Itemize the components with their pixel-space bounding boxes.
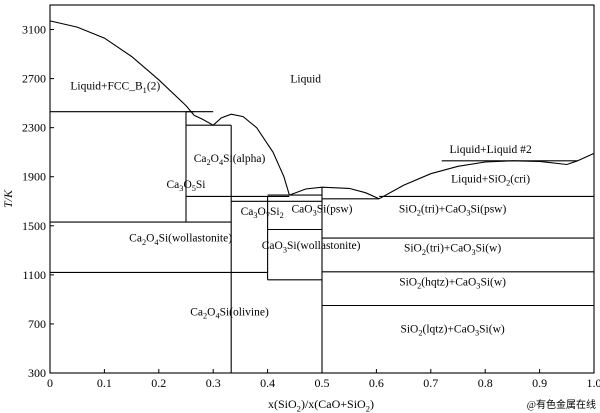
region-label-12: SiO2(tri)+CaO3Si(w) — [404, 243, 501, 257]
region-label-1: Liquid — [290, 73, 321, 85]
boundary-liquidus-silica-end — [577, 152, 595, 162]
boundary-liquidus-silica — [378, 160, 578, 200]
boundary-liquidus-cs — [289, 186, 380, 200]
y-tick-label: 1900 — [22, 170, 46, 184]
y-tick-label: 2700 — [22, 72, 46, 86]
x-tick-label: 0.8 — [478, 376, 493, 390]
region-label-3: Ca3O5Si — [167, 179, 206, 193]
region-label-13: SiO2(hqtz)+CaO3Si(w) — [399, 276, 506, 290]
y-tick-label: 300 — [28, 366, 46, 380]
boundary-liquidus-cao — [49, 20, 195, 116]
region-label-5: Ca3O7Si2 — [241, 206, 284, 220]
y-tick-label: 700 — [28, 317, 46, 331]
region-label-11: SiO2(tri)+CaO3Si(psw) — [399, 203, 507, 217]
x-tick-label: 0 — [47, 376, 53, 390]
y-tick-label: 3100 — [22, 23, 46, 37]
y-tick-label: 1500 — [22, 219, 46, 233]
x-tick-label: 0.2 — [151, 376, 166, 390]
region-labels: Liquid+FCC_B1(2) Liquid Ca2O4Si(alpha) Ca3O… — [70, 73, 532, 337]
x-tick-label: 0.3 — [206, 376, 221, 390]
region-label-8: Ca2O4Si(olivine) — [190, 306, 269, 320]
y-tick-label: 2300 — [22, 121, 46, 135]
region-label-10: Liquid+SiO2(cri) — [451, 173, 530, 187]
boundary-liquidus-c3s-peak — [193, 114, 214, 126]
region-label-6: CaO3Si(psw) — [291, 203, 352, 217]
x-tick-label: 0.7 — [423, 376, 438, 390]
region-label-14: SiO2(lqtz)+CaO3Si(w) — [400, 324, 504, 338]
x-tick-label: 1.0 — [587, 376, 600, 390]
x-tick-label: 0.5 — [315, 376, 330, 390]
x-axis-title: x(SiO2)/x(CaO+SiO2) — [268, 397, 374, 413]
boundary-liquidus-c2s — [212, 113, 290, 196]
x-tick-label: 0.1 — [97, 376, 112, 390]
x-tick-label: 0.9 — [532, 376, 547, 390]
region-label-4: Ca2O4Si(wollastonite) — [129, 233, 232, 247]
phase-boundaries — [49, 20, 595, 373]
y-tick-label: 1100 — [22, 268, 46, 282]
x-tick-label: 0.6 — [369, 376, 384, 390]
region-label-2: Ca2O4Si(alpha) — [194, 153, 266, 167]
watermark: @有色金属在线 — [527, 398, 596, 411]
region-label-9: Liquid+Liquid #2 — [449, 144, 531, 156]
region-label-7: CaO3Si(wollastonite) — [262, 240, 361, 254]
region-label-0: Liquid+FCC_B1(2) — [70, 81, 160, 95]
x-tick-label: 0.4 — [260, 376, 275, 390]
y-axis-title: T/K — [1, 189, 15, 208]
ticks: 0 0.1 0.2 0.3 0.4 0.5 0.6 0.7 0.8 0.9 1.0 300 700 110… — [22, 23, 600, 391]
